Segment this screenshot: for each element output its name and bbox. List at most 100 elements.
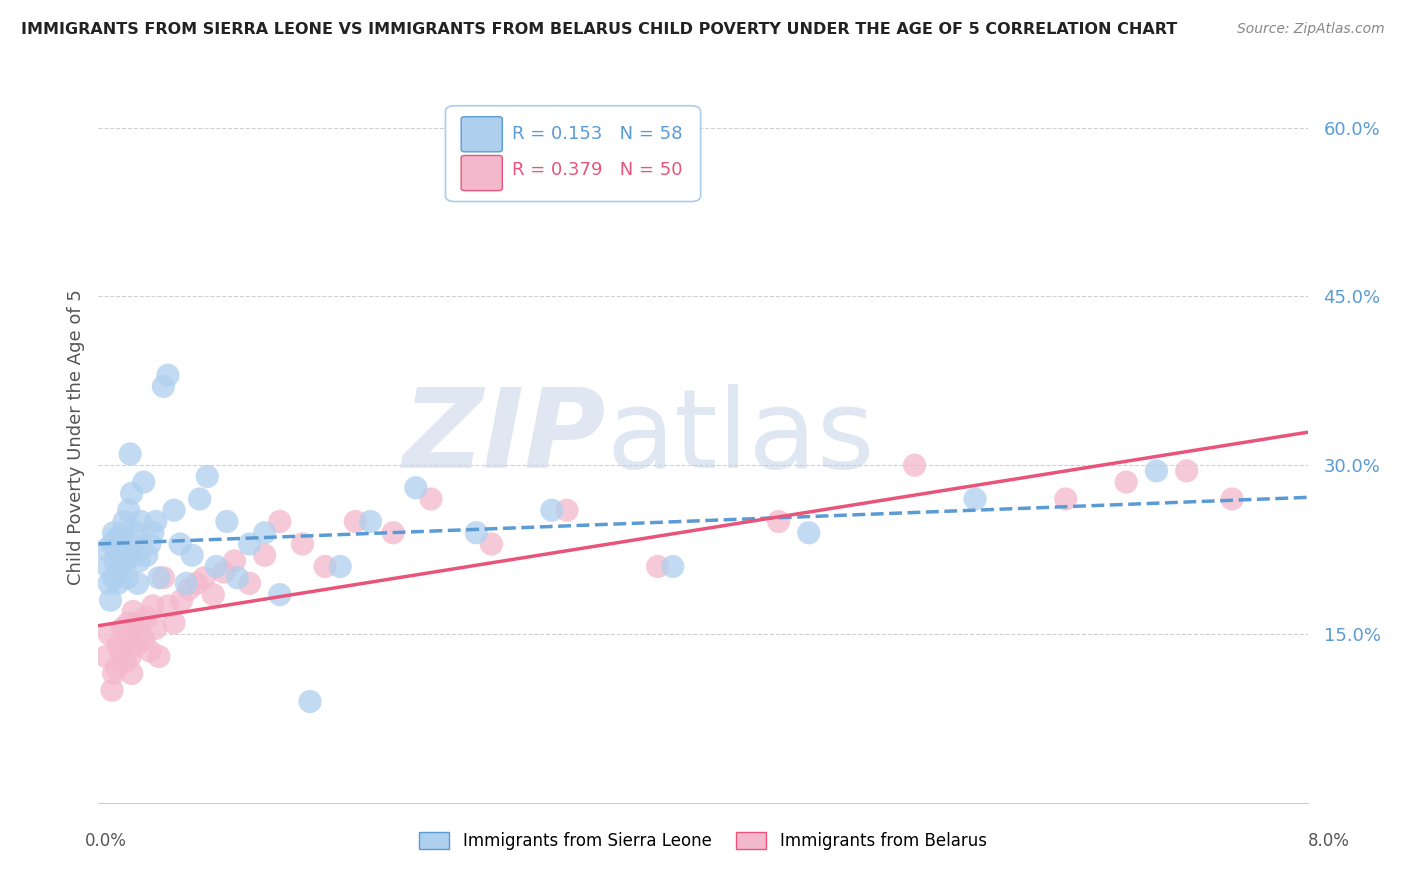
- Point: [118, 503, 141, 517]
- Point: [100, 593, 122, 607]
- Point: [156, 599, 179, 613]
- Point: [105, 661, 128, 675]
- Point: [226, 571, 249, 585]
- Point: [101, 683, 124, 698]
- Point: [465, 525, 488, 540]
- Point: [163, 503, 186, 517]
- Point: [98, 576, 121, 591]
- Point: [344, 515, 367, 529]
- Point: [163, 615, 186, 630]
- Point: [152, 379, 174, 393]
- Point: [152, 571, 174, 585]
- Point: [1175, 464, 1198, 478]
- Point: [253, 525, 276, 540]
- Point: [94, 542, 117, 557]
- Point: [1115, 475, 1137, 489]
- FancyBboxPatch shape: [446, 106, 700, 202]
- Point: [405, 481, 427, 495]
- Text: IMMIGRANTS FROM SIERRA LEONE VS IMMIGRANTS FROM BELARUS CHILD POVERTY UNDER THE : IMMIGRANTS FROM SIERRA LEONE VS IMMIGRAN…: [21, 22, 1177, 37]
- Point: [253, 548, 276, 562]
- Point: [299, 694, 322, 708]
- Point: [205, 559, 228, 574]
- Text: R = 0.153   N = 58: R = 0.153 N = 58: [512, 125, 682, 143]
- Point: [120, 447, 142, 461]
- Point: [112, 515, 135, 529]
- Point: [360, 515, 382, 529]
- Point: [181, 548, 204, 562]
- Point: [904, 458, 927, 473]
- Point: [188, 491, 211, 506]
- Point: [103, 525, 125, 540]
- Text: ZIP: ZIP: [402, 384, 606, 491]
- Point: [768, 515, 790, 529]
- Point: [118, 615, 141, 630]
- Point: [111, 525, 134, 540]
- Point: [107, 576, 129, 591]
- Point: [114, 554, 136, 568]
- Point: [104, 554, 127, 568]
- Point: [120, 649, 142, 664]
- Point: [212, 565, 235, 579]
- Point: [139, 537, 162, 551]
- FancyBboxPatch shape: [461, 117, 502, 152]
- Point: [1054, 491, 1077, 506]
- Point: [105, 542, 128, 557]
- Point: [215, 515, 238, 529]
- Point: [121, 666, 143, 681]
- Point: [174, 576, 197, 591]
- Point: [111, 621, 134, 635]
- Point: [115, 571, 138, 585]
- Point: [148, 649, 170, 664]
- Point: [239, 576, 262, 591]
- Text: atlas: atlas: [606, 384, 875, 491]
- Point: [195, 469, 218, 483]
- Point: [127, 615, 149, 630]
- Text: Source: ZipAtlas.com: Source: ZipAtlas.com: [1237, 22, 1385, 37]
- Point: [239, 537, 262, 551]
- Point: [118, 548, 141, 562]
- Text: R = 0.379   N = 50: R = 0.379 N = 50: [512, 161, 682, 179]
- Point: [202, 588, 225, 602]
- Point: [329, 559, 352, 574]
- Point: [121, 486, 143, 500]
- Text: 8.0%: 8.0%: [1308, 831, 1350, 849]
- Point: [193, 571, 215, 585]
- Point: [965, 491, 987, 506]
- Point: [420, 491, 443, 506]
- Point: [132, 475, 155, 489]
- Legend: Immigrants from Sierra Leone, Immigrants from Belarus: Immigrants from Sierra Leone, Immigrants…: [412, 825, 994, 856]
- Point: [142, 525, 165, 540]
- Point: [314, 559, 336, 574]
- Point: [148, 571, 170, 585]
- FancyBboxPatch shape: [461, 155, 502, 191]
- Point: [107, 638, 129, 652]
- Point: [291, 537, 314, 551]
- Y-axis label: Child Poverty Under the Age of 5: Child Poverty Under the Age of 5: [66, 289, 84, 585]
- Point: [103, 666, 125, 681]
- Text: 0.0%: 0.0%: [84, 831, 127, 849]
- Point: [124, 548, 146, 562]
- Point: [170, 593, 193, 607]
- Point: [122, 605, 145, 619]
- Point: [647, 559, 669, 574]
- Point: [110, 565, 132, 579]
- Point: [101, 537, 124, 551]
- Point: [186, 576, 208, 591]
- Point: [269, 515, 291, 529]
- Point: [224, 554, 246, 568]
- Point: [105, 532, 128, 546]
- Point: [127, 576, 149, 591]
- Point: [98, 627, 121, 641]
- Point: [661, 559, 683, 574]
- Point: [108, 559, 131, 574]
- Point: [128, 554, 150, 568]
- Point: [1220, 491, 1243, 506]
- Point: [129, 627, 152, 641]
- Point: [122, 537, 145, 551]
- Point: [114, 655, 136, 669]
- Point: [145, 515, 167, 529]
- Point: [169, 537, 191, 551]
- Point: [145, 621, 167, 635]
- Point: [103, 571, 125, 585]
- Point: [115, 632, 138, 647]
